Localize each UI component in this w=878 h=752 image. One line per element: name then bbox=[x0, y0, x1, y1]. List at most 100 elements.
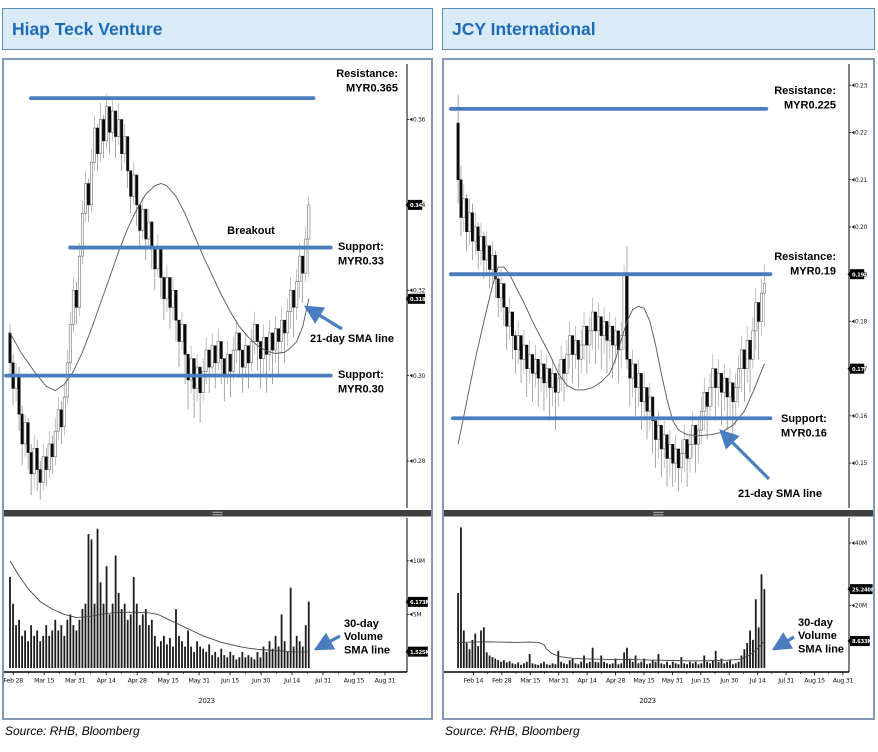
svg-text:Jun 30: Jun 30 bbox=[719, 678, 738, 685]
svg-text:Mar 15: Mar 15 bbox=[520, 678, 540, 685]
svg-text:0.17: 0.17 bbox=[852, 367, 865, 373]
svg-text:Aug 15: Aug 15 bbox=[804, 678, 825, 685]
svg-text:20M: 20M bbox=[855, 604, 867, 610]
svg-text:Feb 14: Feb 14 bbox=[464, 678, 484, 685]
svg-text:0.34: 0.34 bbox=[410, 203, 423, 209]
last-value-label bbox=[408, 596, 428, 607]
svg-text:Resistance:: Resistance: bbox=[774, 251, 836, 263]
svg-text:Aug 31: Aug 31 bbox=[833, 678, 854, 685]
svg-text:0.318: 0.318 bbox=[410, 297, 426, 303]
svg-text:0.19: 0.19 bbox=[852, 272, 865, 278]
svg-text:Resistance:: Resistance: bbox=[336, 68, 398, 80]
svg-text:30-day: 30-day bbox=[798, 617, 834, 629]
svg-text:Jul 14: Jul 14 bbox=[749, 678, 766, 685]
svg-text:6.173M: 6.173M bbox=[410, 600, 430, 606]
sma-21-label-arrow bbox=[719, 429, 771, 481]
panel-header: JCY International bbox=[442, 8, 875, 50]
svg-text:Jun 15: Jun 15 bbox=[220, 678, 239, 685]
svg-text:MYR0.365: MYR0.365 bbox=[346, 83, 398, 95]
chart-panel-hiap-teck: Hiap Teck Venture 0.36 0.34 0.32 0.30 0.28 10… bbox=[2, 0, 433, 752]
svg-text:0.22: 0.22 bbox=[855, 131, 868, 137]
svg-text:Jun 30: Jun 30 bbox=[251, 678, 270, 685]
svg-text:0.20: 0.20 bbox=[855, 225, 868, 231]
pane-splitter[interactable] bbox=[444, 510, 873, 517]
svg-text:0.30: 0.30 bbox=[413, 374, 426, 380]
volume-sma-line bbox=[9, 560, 309, 653]
svg-text:5M: 5M bbox=[413, 613, 421, 619]
svg-text:Volume: Volume bbox=[798, 630, 837, 642]
chart-title: Hiap Teck Venture bbox=[12, 19, 163, 39]
svg-text:25.240M: 25.240M bbox=[852, 587, 873, 593]
svg-text:MYR0.16: MYR0.16 bbox=[781, 428, 827, 440]
last-value-label bbox=[850, 269, 865, 280]
svg-text:Apr 28: Apr 28 bbox=[128, 678, 147, 685]
last-value-label bbox=[408, 293, 425, 304]
last-value-label bbox=[850, 363, 865, 374]
svg-text:MYR0.225: MYR0.225 bbox=[784, 100, 836, 112]
source-note: Source: RHB, Bloomberg bbox=[5, 724, 140, 738]
svg-text:Jun 15: Jun 15 bbox=[691, 678, 710, 685]
svg-text:10M: 10M bbox=[413, 559, 425, 565]
svg-text:8.633M: 8.633M bbox=[852, 639, 872, 645]
volume-sma-label-arrow bbox=[313, 632, 341, 651]
svg-text:0.32: 0.32 bbox=[413, 288, 426, 294]
svg-text:0.28: 0.28 bbox=[413, 459, 426, 465]
pane-splitter[interactable] bbox=[4, 510, 431, 517]
sma-21-line bbox=[457, 266, 765, 445]
last-value-label bbox=[408, 199, 423, 210]
panel-header: Hiap Teck Venture bbox=[2, 8, 433, 50]
svg-text:SMA line: SMA line bbox=[344, 644, 390, 656]
svg-text:Apr 14: Apr 14 bbox=[578, 678, 597, 685]
svg-text:Jul 31: Jul 31 bbox=[777, 678, 794, 685]
candles bbox=[456, 94, 766, 492]
svg-text:Resistance:: Resistance: bbox=[774, 85, 836, 97]
svg-text:MYR0.19: MYR0.19 bbox=[790, 266, 836, 278]
svg-text:Feb 28: Feb 28 bbox=[4, 678, 23, 685]
volume-sma-line bbox=[458, 640, 765, 662]
svg-text:Apr 14: Apr 14 bbox=[97, 678, 116, 685]
chart-panel-jcy: JCY International 0.230.220.210.200.190.… bbox=[442, 0, 875, 752]
svg-text:2023: 2023 bbox=[198, 697, 215, 705]
price-volume-chart-jcy: 0.23 0.22 0.21 0.20 0.19 0.18 0.17 0.16 0.15 40M 2… bbox=[444, 64, 873, 705]
svg-text:Support:: Support: bbox=[781, 413, 827, 425]
svg-text:SMA line: SMA line bbox=[798, 643, 844, 655]
volume-bars bbox=[9, 528, 310, 668]
svg-text:Aug 31: Aug 31 bbox=[375, 678, 396, 685]
svg-text:40M: 40M bbox=[855, 541, 867, 547]
svg-text:Aug 15: Aug 15 bbox=[344, 678, 365, 685]
svg-text:21-day SMA line: 21-day SMA line bbox=[738, 488, 822, 500]
svg-text:0.23: 0.23 bbox=[855, 83, 868, 89]
source-note: Source: RHB, Bloomberg bbox=[445, 724, 580, 738]
sma-21-label-arrow bbox=[303, 305, 343, 331]
svg-text:21-day SMA line: 21-day SMA line bbox=[310, 333, 394, 345]
last-value-label bbox=[408, 646, 428, 657]
svg-text:May 15: May 15 bbox=[157, 678, 179, 685]
chart-box: 0.23 0.22 0.21 0.20 0.19 0.18 0.17 0.16 0.15 40M 2… bbox=[442, 58, 875, 720]
svg-text:Support:: Support: bbox=[338, 369, 384, 381]
svg-text:0.15: 0.15 bbox=[855, 461, 868, 467]
svg-text:Jul 31: Jul 31 bbox=[314, 678, 331, 685]
last-value-label bbox=[850, 636, 870, 647]
svg-text:May 31: May 31 bbox=[188, 678, 210, 685]
volume-sma-label-arrow bbox=[771, 632, 795, 651]
svg-text:0.36: 0.36 bbox=[413, 118, 426, 124]
chart-title: JCY International bbox=[452, 19, 596, 39]
svg-text:Feb 28: Feb 28 bbox=[492, 678, 512, 685]
candles bbox=[8, 93, 311, 500]
svg-text:Mar 31: Mar 31 bbox=[549, 678, 569, 685]
svg-text:May 15: May 15 bbox=[633, 678, 655, 685]
volume-bars bbox=[457, 527, 766, 668]
svg-text:May 31: May 31 bbox=[662, 678, 684, 685]
svg-text:Support:: Support: bbox=[338, 241, 384, 253]
last-value-label bbox=[850, 584, 873, 595]
svg-text:Apr 28: Apr 28 bbox=[606, 678, 625, 685]
svg-text:2023: 2023 bbox=[639, 697, 656, 705]
svg-text:Breakout: Breakout bbox=[227, 225, 275, 237]
svg-text:MYR0.30: MYR0.30 bbox=[338, 384, 384, 396]
svg-text:Mar 31: Mar 31 bbox=[65, 678, 85, 685]
svg-text:Mar 15: Mar 15 bbox=[34, 678, 54, 685]
svg-text:0.21: 0.21 bbox=[855, 178, 868, 184]
svg-text:0.18: 0.18 bbox=[855, 320, 868, 326]
svg-text:0.16: 0.16 bbox=[855, 414, 868, 420]
